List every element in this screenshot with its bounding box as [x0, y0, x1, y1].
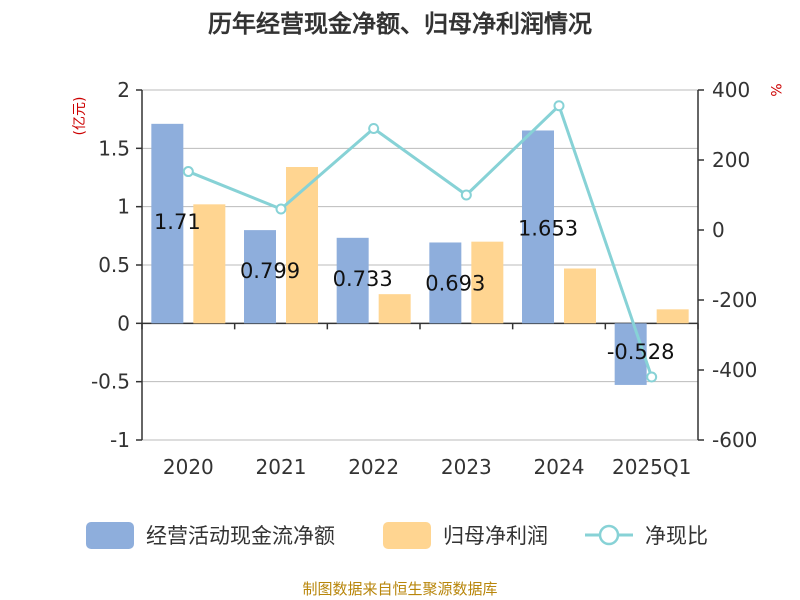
grid-lines: [142, 89, 698, 441]
data-label: 0.693: [425, 271, 485, 295]
bar-net-profit: [656, 309, 689, 324]
ratio-line: [182, 100, 658, 383]
right-tick-label: -600: [712, 428, 757, 452]
category-label: 2023: [441, 455, 492, 479]
bar-cash-flow: [151, 123, 184, 324]
right-tick-label: 200: [712, 148, 750, 172]
legend-label: 归母净利润: [443, 524, 548, 548]
right-tick-label: 400: [712, 78, 750, 102]
legend-label: 经营活动现金流净额: [146, 524, 335, 548]
source-note: 制图数据来自恒生聚源数据库: [302, 580, 497, 598]
chart-title: 历年经营现金净额、归母净利润情况: [208, 10, 592, 38]
legend-marker: [598, 524, 620, 546]
legend-swatch: [86, 522, 134, 549]
right-tick-label: -200: [712, 288, 757, 312]
category-label: 2024: [534, 455, 585, 479]
axes: 2 1.5 1 0.5 0 -0.5 -1 400 200 0 -200 -400 -600 2020 20…: [72, 78, 783, 479]
bar-net-profit: [286, 167, 318, 324]
data-label: 0.799: [240, 259, 300, 283]
ratio-point: [368, 123, 380, 134]
bar-net-profit: [193, 204, 226, 324]
bar-net-profit: [378, 294, 411, 324]
bar-net-profit: [564, 268, 596, 324]
data-label: 1.71: [154, 210, 201, 234]
category-label: 2022: [348, 455, 399, 479]
bar-cash-flow: [244, 230, 276, 324]
ratio-point: [275, 203, 287, 215]
left-tick-label: 1.5: [98, 136, 130, 160]
legend: 经营活动现金流净额 归母净利润 净现比: [86, 522, 708, 549]
left-tick-label: 1: [117, 195, 130, 219]
data-labels: 1.71 0.799 0.733 0.693 1.653 -0.528: [154, 210, 675, 364]
left-axis-unit: (亿元): [72, 97, 88, 136]
bars: [151, 123, 689, 385]
bar-cash-flow: [522, 130, 554, 324]
data-label: -0.528: [607, 340, 675, 364]
data-label: 1.653: [518, 216, 578, 240]
ratio-point: [646, 371, 658, 383]
bar-cash-flow: [429, 242, 462, 324]
left-tick-label: 0.5: [98, 253, 130, 277]
ratio-point: [182, 166, 194, 178]
right-tick-label: 0: [712, 218, 725, 242]
right-tick-label: -400: [712, 358, 757, 382]
left-tick-label: -0.5: [91, 370, 130, 394]
left-tick-label: 0: [117, 311, 130, 335]
category-label: 2021: [256, 455, 307, 479]
left-tick-label: -1: [110, 428, 130, 452]
category-label: 2025Q1: [612, 455, 691, 479]
legend-swatch: [383, 522, 431, 549]
ratio-point: [460, 189, 472, 201]
ratio-point: [553, 100, 565, 112]
category-label: 2020: [163, 455, 214, 479]
legend-label: 净现比: [645, 524, 708, 548]
data-label: 0.733: [333, 267, 393, 291]
left-tick-label: 2: [117, 78, 130, 102]
right-axis-unit: %: [767, 83, 783, 96]
bar-cash-flow: [336, 237, 369, 324]
ratio-line-path: [187, 103, 654, 378]
bar-net-profit: [471, 241, 504, 324]
bar-cash-flow: [614, 323, 647, 385]
